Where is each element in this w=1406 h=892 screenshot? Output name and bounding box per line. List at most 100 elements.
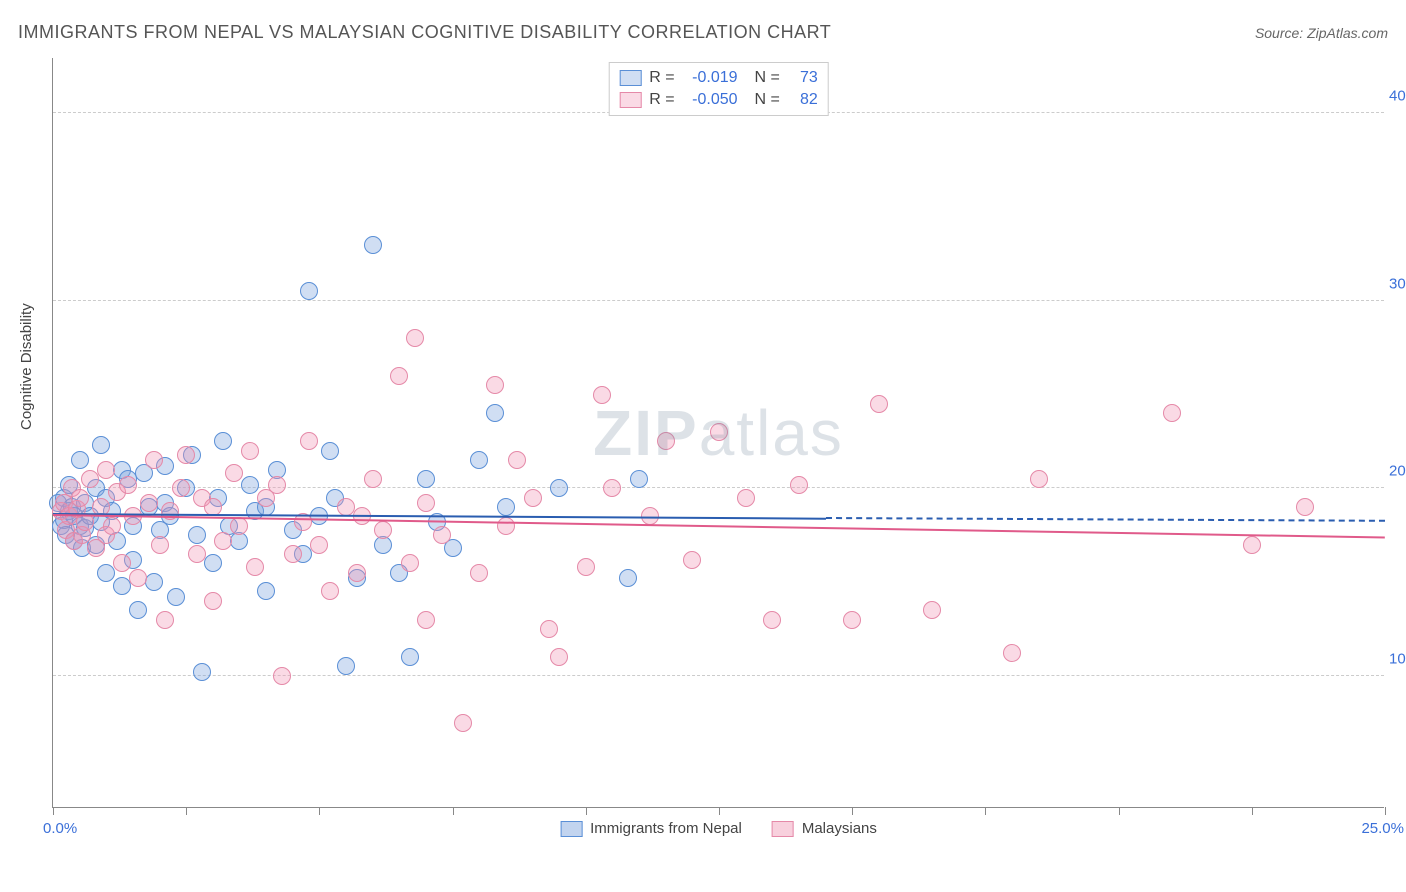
data-point [497, 498, 515, 516]
data-point [470, 451, 488, 469]
data-point [1030, 470, 1048, 488]
x-tick [1119, 807, 1120, 815]
data-point [273, 667, 291, 685]
data-point [310, 536, 328, 554]
y-tick-label: 30.0% [1389, 275, 1406, 292]
data-point [417, 470, 435, 488]
gridline [53, 675, 1384, 676]
data-point [1243, 536, 1261, 554]
data-point [97, 461, 115, 479]
data-point [92, 436, 110, 454]
data-point [454, 714, 472, 732]
legend-series-label: Immigrants from Nepal [590, 820, 742, 837]
data-point [151, 536, 169, 554]
x-axis-max-label: 25.0% [1361, 820, 1404, 837]
data-point [1003, 644, 1021, 662]
data-point [284, 545, 302, 563]
x-tick [719, 807, 720, 815]
legend-series: Immigrants from Nepal Malaysians [560, 820, 877, 837]
legend-swatch [560, 821, 582, 837]
data-point [188, 545, 206, 563]
legend-n-value: 73 [788, 69, 818, 87]
data-point [204, 592, 222, 610]
data-point [470, 564, 488, 582]
chart-title: IMMIGRANTS FROM NEPAL VS MALAYSIAN COGNI… [18, 22, 831, 43]
data-point [923, 601, 941, 619]
data-point [401, 554, 419, 572]
data-point [167, 588, 185, 606]
y-tick-label: 10.0% [1389, 650, 1406, 667]
x-tick [319, 807, 320, 815]
data-point [550, 648, 568, 666]
data-point [593, 386, 611, 404]
data-point [214, 532, 232, 550]
legend-stat-row: R = -0.019 N = 73 [619, 67, 818, 89]
legend-r-value: -0.019 [683, 69, 738, 87]
data-point [486, 376, 504, 394]
data-point [401, 648, 419, 666]
data-point [790, 476, 808, 494]
data-point [364, 470, 382, 488]
data-point [630, 470, 648, 488]
data-point [577, 558, 595, 576]
data-point [1163, 404, 1181, 422]
y-axis-label: Cognitive Disability [18, 303, 35, 430]
data-point [268, 476, 286, 494]
data-point [433, 526, 451, 544]
data-point [145, 573, 163, 591]
data-point [390, 367, 408, 385]
data-point [843, 611, 861, 629]
data-point [374, 521, 392, 539]
trend-line-extrapolated [826, 517, 1385, 522]
x-tick [1385, 807, 1386, 815]
data-point [540, 620, 558, 638]
data-point [71, 451, 89, 469]
legend-swatch [619, 92, 641, 108]
data-point [417, 494, 435, 512]
legend-n-label: N = [746, 69, 780, 87]
data-point [364, 236, 382, 254]
data-point [204, 554, 222, 572]
data-point [225, 464, 243, 482]
x-tick [1252, 807, 1253, 815]
legend-series-item: Immigrants from Nepal [560, 820, 742, 837]
x-tick [453, 807, 454, 815]
legend-swatch [619, 70, 641, 86]
y-tick-label: 40.0% [1389, 88, 1406, 105]
x-tick [186, 807, 187, 815]
x-tick [53, 807, 54, 815]
data-point [193, 663, 211, 681]
data-point [97, 564, 115, 582]
data-point [508, 451, 526, 469]
legend-stat-row: R = -0.050 N = 82 [619, 89, 818, 111]
data-point [140, 494, 158, 512]
data-point [300, 432, 318, 450]
data-point [406, 329, 424, 347]
data-point [246, 558, 264, 576]
legend-r-label: R = [649, 91, 674, 109]
data-point [337, 657, 355, 675]
legend-stats: R = -0.019 N = 73R = -0.050 N = 82 [608, 62, 829, 116]
x-tick [985, 807, 986, 815]
data-point [619, 569, 637, 587]
legend-series-item: Malaysians [772, 820, 877, 837]
data-point [321, 442, 339, 460]
legend-r-value: -0.050 [683, 91, 738, 109]
x-axis-min-label: 0.0% [43, 820, 77, 837]
data-point [497, 517, 515, 535]
data-point [129, 601, 147, 619]
y-tick-label: 20.0% [1389, 463, 1406, 480]
data-point [188, 526, 206, 544]
data-point [172, 479, 190, 497]
data-point [763, 611, 781, 629]
data-point [710, 423, 728, 441]
legend-swatch [772, 821, 794, 837]
legend-series-label: Malaysians [802, 820, 877, 837]
data-point [683, 551, 701, 569]
data-point [603, 479, 621, 497]
chart-source: Source: ZipAtlas.com [1255, 25, 1388, 41]
data-point [71, 489, 89, 507]
data-point [657, 432, 675, 450]
data-point [129, 569, 147, 587]
x-tick [586, 807, 587, 815]
